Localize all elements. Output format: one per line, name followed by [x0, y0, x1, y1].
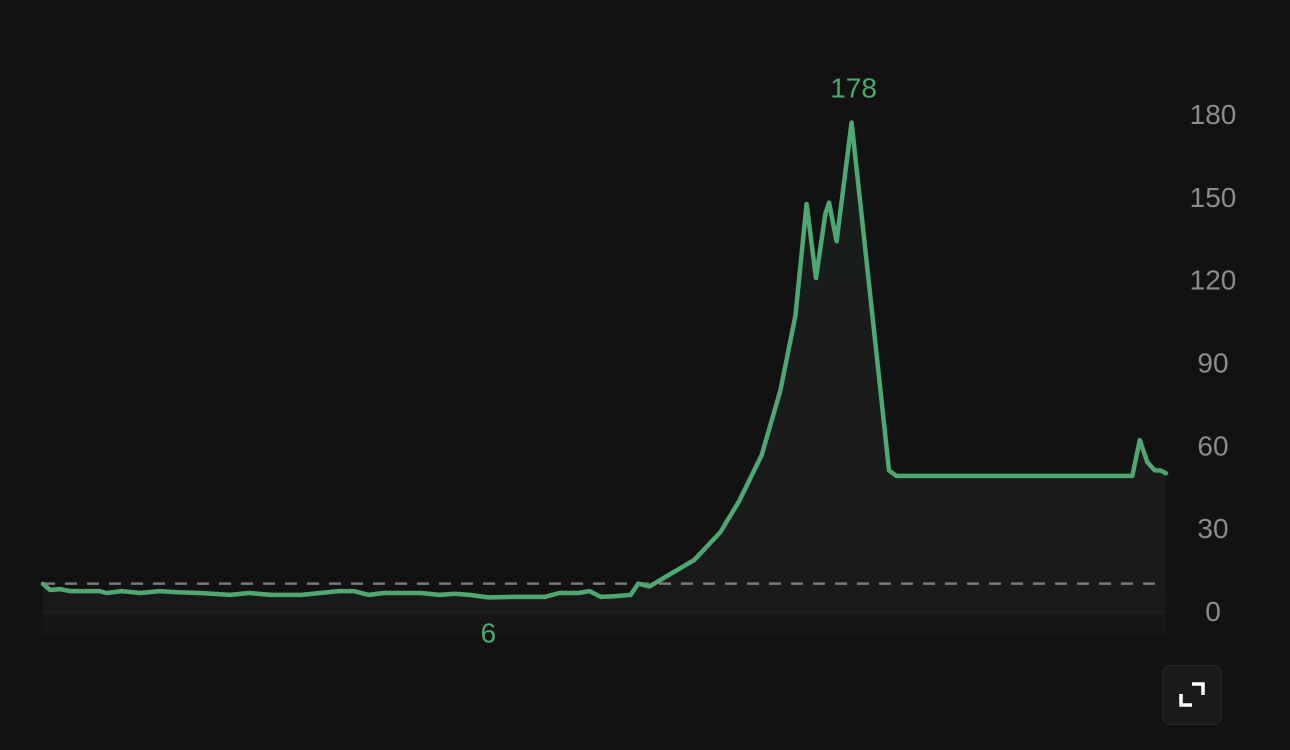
series-line	[40, 120, 1169, 600]
expand-icon	[1179, 682, 1205, 707]
min-value-label: 6	[481, 617, 497, 648]
max-value-label: 178	[830, 73, 877, 104]
y-tick-label: 30	[1197, 513, 1228, 544]
y-tick-label: 180	[1190, 99, 1237, 130]
series-area-fill	[43, 122, 1166, 614]
expand-button[interactable]	[1162, 665, 1222, 725]
y-tick-label: 0	[1205, 596, 1221, 627]
y-tick-label: 90	[1197, 348, 1228, 379]
y-tick-label: 120	[1190, 265, 1237, 296]
plot-baseline-band	[43, 611, 1166, 635]
y-tick-label: 150	[1190, 182, 1237, 213]
y-tick-label: 60	[1197, 430, 1228, 461]
